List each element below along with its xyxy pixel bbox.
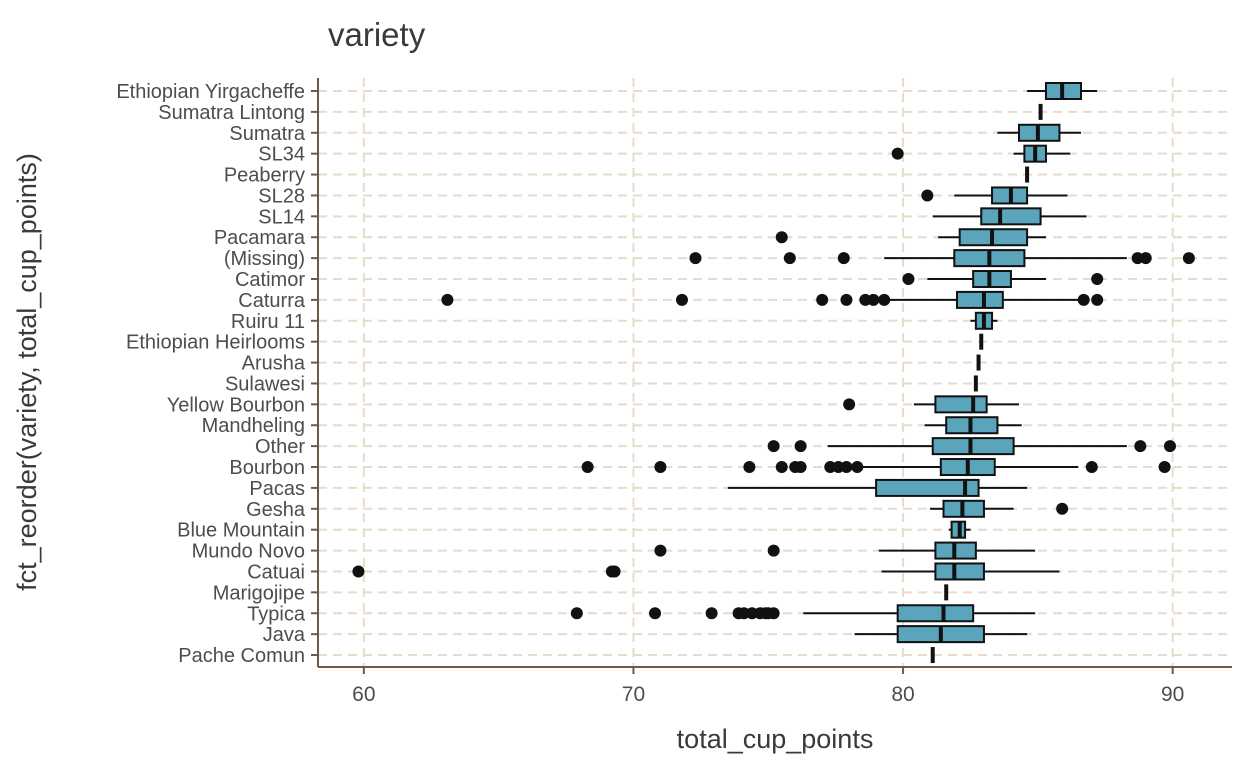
outlier-point bbox=[767, 544, 780, 557]
outlier-point bbox=[1182, 252, 1195, 265]
outlier-point bbox=[1134, 440, 1147, 453]
y-tick-label: Marigojipe bbox=[213, 582, 305, 604]
axes bbox=[317, 78, 1232, 668]
y-tick-label: SL34 bbox=[258, 144, 305, 166]
y-tick-label: Peaberry bbox=[224, 165, 305, 187]
outlier-point bbox=[921, 189, 934, 202]
y-tick-label: Sulawesi bbox=[225, 373, 305, 395]
outlier-point bbox=[1139, 252, 1152, 265]
y-tick-label: SL28 bbox=[258, 185, 305, 207]
y-tick-label: Catimor bbox=[235, 269, 305, 291]
y-tick-label: Arusha bbox=[242, 353, 306, 375]
y-tick-label: SL14 bbox=[258, 206, 305, 228]
outlier-point bbox=[581, 461, 594, 474]
box-iqr bbox=[934, 395, 988, 414]
y-tick-label: Sumatra Lintong bbox=[158, 102, 305, 124]
outlier-point bbox=[775, 231, 788, 244]
y-tick-label: Bourbon bbox=[229, 457, 305, 479]
outlier-point bbox=[1085, 461, 1098, 474]
outlier-point bbox=[352, 565, 365, 578]
outlier-point bbox=[775, 461, 788, 474]
outlier-point bbox=[570, 607, 583, 620]
outlier-point bbox=[794, 440, 807, 453]
outlier-point bbox=[649, 607, 662, 620]
box-iqr bbox=[896, 604, 975, 623]
outlier-point bbox=[705, 607, 718, 620]
box-iqr bbox=[955, 290, 1004, 309]
outlier-point bbox=[837, 252, 850, 265]
box-iqr bbox=[931, 437, 1015, 456]
outlier-point bbox=[675, 293, 688, 306]
y-tick-label: Sumatra bbox=[229, 123, 305, 145]
outlier-point bbox=[794, 461, 807, 474]
outlier-point bbox=[767, 440, 780, 453]
outlier-point bbox=[840, 293, 853, 306]
y-tick-label: Java bbox=[263, 624, 306, 646]
outlier-point bbox=[867, 293, 880, 306]
y-axis-title: fct_reorder(variety, total_cup_points) bbox=[12, 153, 42, 591]
x-tick-label: 60 bbox=[352, 683, 375, 706]
outlier-point bbox=[1091, 293, 1104, 306]
outlier-point bbox=[902, 273, 915, 286]
outlier-point bbox=[891, 147, 904, 160]
box-iqr bbox=[972, 270, 1012, 289]
x-tick-label: 70 bbox=[622, 683, 645, 706]
outlier-point bbox=[783, 252, 796, 265]
outlier-point bbox=[608, 565, 621, 578]
x-tick-label: 90 bbox=[1161, 683, 1184, 706]
outlier-point bbox=[843, 398, 856, 411]
outlier-point bbox=[1158, 461, 1171, 474]
y-tick-label: Ruiru 11 bbox=[231, 311, 305, 333]
outlier-point bbox=[878, 293, 891, 306]
chart-title: variety bbox=[328, 16, 426, 53]
y-tick-label: Pacas bbox=[249, 478, 305, 500]
y-tick-label: Mundo Novo bbox=[192, 541, 305, 563]
y-tick-label: Blue Mountain bbox=[177, 520, 305, 542]
outlier-point bbox=[1163, 440, 1176, 453]
outlier-point bbox=[816, 293, 829, 306]
box-series bbox=[352, 82, 1195, 664]
outlier-point bbox=[1091, 273, 1104, 286]
y-tick-label: Gesha bbox=[246, 499, 306, 521]
y-tick-label: Typica bbox=[247, 603, 306, 625]
y-tick-label: Other bbox=[255, 436, 305, 458]
outlier-point bbox=[1056, 502, 1069, 515]
y-tick-label: Pacamara bbox=[214, 227, 306, 249]
outlier-point bbox=[743, 461, 756, 474]
outlier-point bbox=[767, 607, 780, 620]
y-tick-label: Pache Comun bbox=[178, 645, 305, 667]
x-ticks: 60 70 80 90 bbox=[352, 667, 1184, 706]
y-tick-label: Caturra bbox=[238, 290, 306, 312]
outlier-point bbox=[654, 461, 667, 474]
outlier-point bbox=[1077, 293, 1090, 306]
grid-lines bbox=[318, 78, 1232, 667]
y-tick-label: Catuai bbox=[247, 561, 305, 583]
box-iqr bbox=[980, 207, 1042, 226]
y-tick-label: (Missing) bbox=[224, 248, 305, 270]
box-iqr bbox=[934, 562, 985, 581]
box-iqr bbox=[875, 478, 980, 497]
x-tick-label: 80 bbox=[891, 683, 914, 706]
outlier-point bbox=[689, 252, 702, 265]
y-tick-label: Ethiopian Yirgacheffe bbox=[116, 81, 305, 103]
outlier-point bbox=[840, 461, 853, 474]
y-tick-label: Yellow Bourbon bbox=[167, 394, 305, 416]
outlier-point bbox=[851, 461, 864, 474]
y-tick-label: Mandheling bbox=[202, 415, 305, 437]
outlier-point bbox=[654, 544, 667, 557]
y-tick-label: Ethiopian Heirlooms bbox=[126, 332, 305, 354]
outlier-point bbox=[441, 293, 454, 306]
x-axis-title: total_cup_points bbox=[677, 724, 874, 754]
